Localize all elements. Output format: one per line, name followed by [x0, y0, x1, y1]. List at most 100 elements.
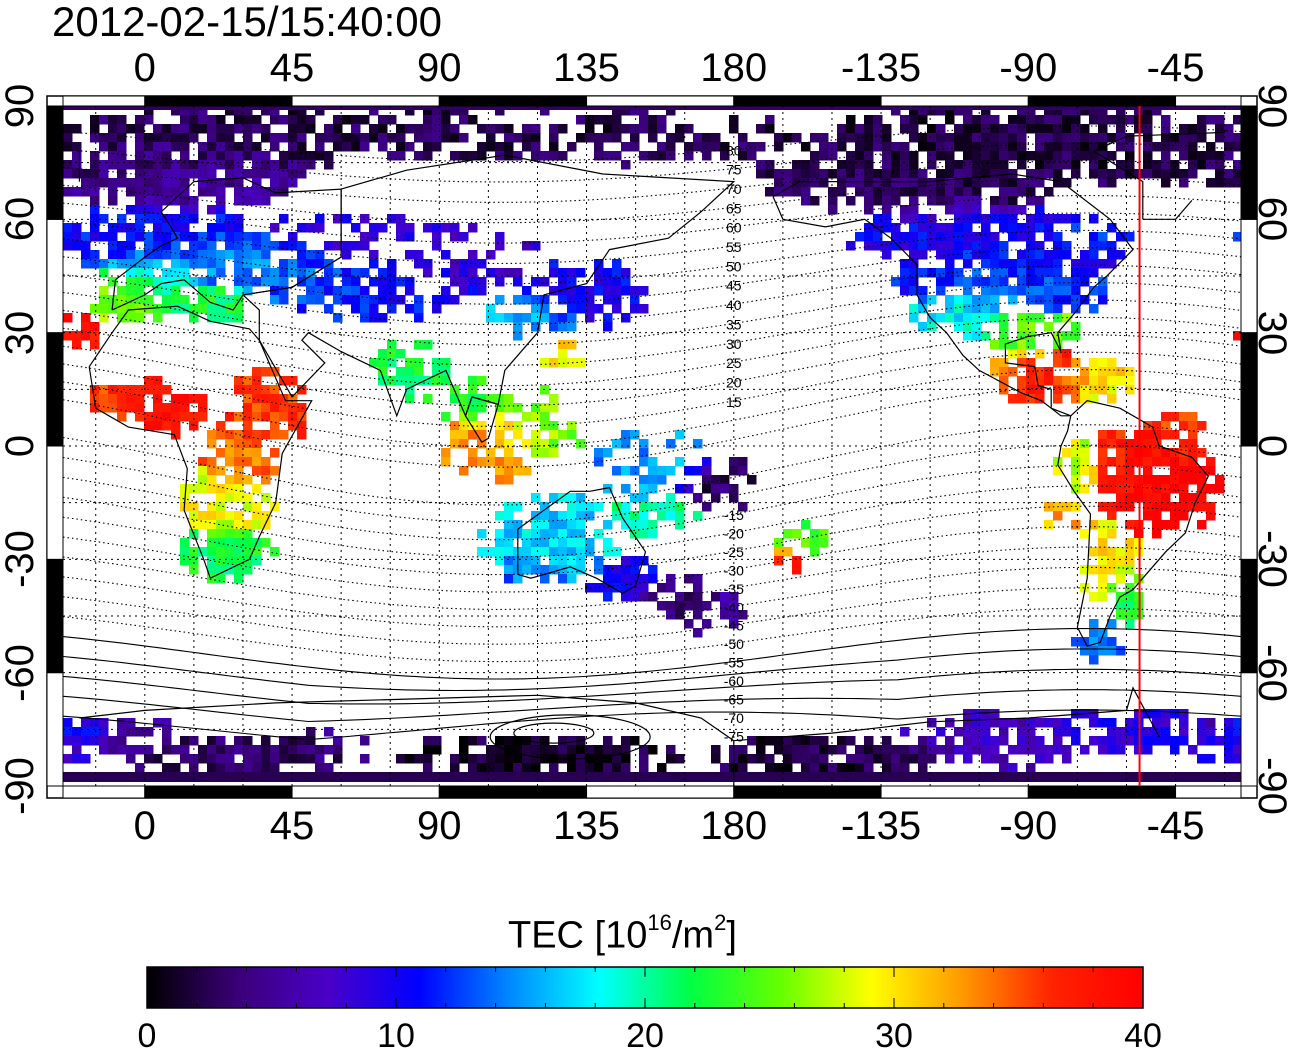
tec-cell [207, 241, 217, 251]
tec-cell [936, 151, 946, 161]
tec-cell [954, 160, 964, 170]
tec-cell [675, 610, 685, 620]
tec-cell [882, 754, 892, 764]
tec-cell [1188, 412, 1198, 422]
tec-cell [216, 151, 226, 161]
tec-cell [495, 277, 505, 287]
tec-cell [441, 250, 451, 260]
tec-cell [1071, 214, 1081, 224]
tec-cell [162, 727, 172, 737]
tec-cell [729, 466, 739, 476]
tec-cell [1035, 250, 1045, 260]
tec-cell [1170, 169, 1180, 179]
tec-cell [711, 142, 721, 152]
tec-cell [450, 124, 460, 134]
tec-cell [1071, 331, 1081, 341]
tec-cell [90, 259, 100, 269]
tec-cell [108, 133, 118, 143]
right-lat-tick-label: -60 [1250, 643, 1292, 702]
tec-cell [99, 142, 109, 152]
tec-cell [153, 412, 163, 422]
tec-cell [1044, 268, 1054, 278]
tec-cell [972, 745, 982, 755]
tec-cell [900, 115, 910, 125]
tec-cell [990, 169, 1000, 179]
tec-cell [108, 250, 118, 260]
tec-cell [864, 160, 874, 170]
tec-cell [1089, 394, 1099, 404]
tec-cell [738, 502, 748, 512]
tec-cell [684, 124, 694, 134]
tec-cell [963, 106, 973, 116]
tec-cell [927, 295, 937, 305]
tec-cell [225, 250, 235, 260]
tec-cell [702, 457, 712, 467]
tec-cell [171, 259, 181, 269]
contour-label: -70 [724, 710, 744, 726]
tec-cell [585, 124, 595, 134]
tec-cell [360, 115, 370, 125]
tec-cell [126, 268, 136, 278]
tec-cell [126, 232, 136, 242]
tec-cell [468, 736, 478, 746]
tec-cell [702, 133, 712, 143]
tec-cell [657, 142, 667, 152]
tec-cell [279, 259, 289, 269]
tec-cell [945, 151, 955, 161]
tec-cell [126, 241, 136, 251]
tec-cell [675, 124, 685, 134]
tec-cell [432, 223, 442, 233]
tec-cell [549, 430, 559, 440]
tec-cell [1062, 160, 1072, 170]
lon-scale-bar-top [1027, 95, 1177, 107]
tec-cell [459, 106, 469, 116]
tec-cell [72, 124, 82, 134]
tec-cell [531, 430, 541, 440]
tec-cell [720, 475, 730, 485]
tec-cell [423, 259, 433, 269]
tec-cell [1089, 520, 1099, 530]
tec-cell [225, 430, 235, 440]
tec-cell [225, 538, 235, 548]
tec-cell [576, 268, 586, 278]
tec-cell [1116, 610, 1126, 620]
tec-cell [153, 196, 163, 206]
tec-cell [252, 142, 262, 152]
tec-cell [963, 322, 973, 332]
tec-cell [783, 736, 793, 746]
tec-cell [1044, 376, 1054, 386]
bottom-lon-tick-label: 90 [417, 804, 462, 848]
tec-cell [594, 259, 604, 269]
tec-cell [1098, 277, 1108, 287]
tec-cell [837, 169, 847, 179]
tec-cell [153, 304, 163, 314]
tec-cell [234, 214, 244, 224]
tec-cell [981, 250, 991, 260]
tec-cell [900, 124, 910, 134]
tec-cell [711, 493, 721, 503]
tec-cell [1026, 223, 1036, 233]
tec-cell [180, 403, 190, 413]
tec-cell [594, 502, 604, 512]
tec-cell [180, 259, 190, 269]
right-lat-tick-label: 0 [1250, 434, 1292, 458]
tec-cell [1188, 493, 1198, 503]
tec-cell [450, 295, 460, 305]
tec-cell [279, 169, 289, 179]
tec-cell [1089, 628, 1099, 638]
top-lon-tick-label: 90 [417, 46, 462, 90]
tec-cell [549, 133, 559, 143]
tec-cell [171, 763, 181, 773]
tec-cell [900, 241, 910, 251]
tec-cell [621, 556, 631, 566]
tec-cell [126, 259, 136, 269]
tec-cell [261, 763, 271, 773]
tec-cell [855, 169, 865, 179]
tec-cell [225, 475, 235, 485]
tec-cell [252, 160, 262, 170]
tec-cell [351, 223, 361, 233]
tec-cell [432, 295, 442, 305]
tec-cell [216, 196, 226, 206]
tec-cell [243, 232, 253, 242]
tec-cell [288, 178, 298, 188]
